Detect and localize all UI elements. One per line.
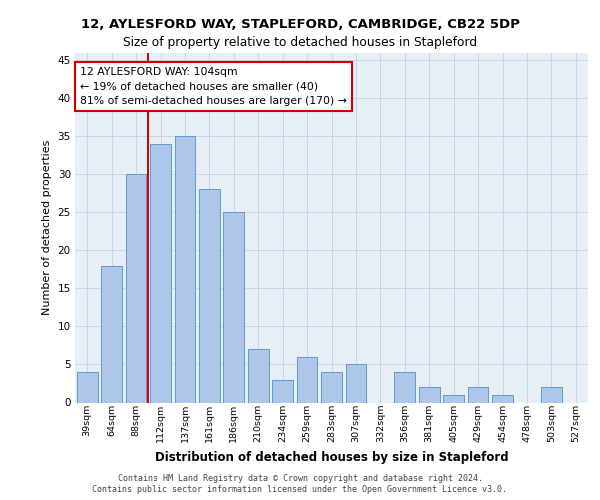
X-axis label: Distribution of detached houses by size in Stapleford: Distribution of detached houses by size …: [155, 450, 508, 464]
Text: Contains HM Land Registry data © Crown copyright and database right 2024.
Contai: Contains HM Land Registry data © Crown c…: [92, 474, 508, 494]
Bar: [346, 364, 367, 403]
Bar: [443, 395, 464, 402]
Bar: [419, 388, 440, 402]
Bar: [541, 388, 562, 402]
Bar: [492, 395, 513, 402]
Bar: [321, 372, 342, 402]
Bar: [150, 144, 171, 403]
Bar: [175, 136, 196, 402]
Y-axis label: Number of detached properties: Number of detached properties: [42, 140, 52, 315]
Text: 12, AYLESFORD WAY, STAPLEFORD, CAMBRIDGE, CB22 5DP: 12, AYLESFORD WAY, STAPLEFORD, CAMBRIDGE…: [80, 18, 520, 30]
Bar: [248, 349, 269, 403]
Text: Size of property relative to detached houses in Stapleford: Size of property relative to detached ho…: [123, 36, 477, 49]
Bar: [296, 357, 317, 403]
Bar: [272, 380, 293, 402]
Bar: [77, 372, 98, 402]
Bar: [125, 174, 146, 402]
Bar: [467, 388, 488, 402]
Bar: [223, 212, 244, 402]
Bar: [199, 190, 220, 402]
Text: 12 AYLESFORD WAY: 104sqm
← 19% of detached houses are smaller (40)
81% of semi-d: 12 AYLESFORD WAY: 104sqm ← 19% of detach…: [80, 68, 347, 106]
Bar: [101, 266, 122, 402]
Bar: [394, 372, 415, 402]
